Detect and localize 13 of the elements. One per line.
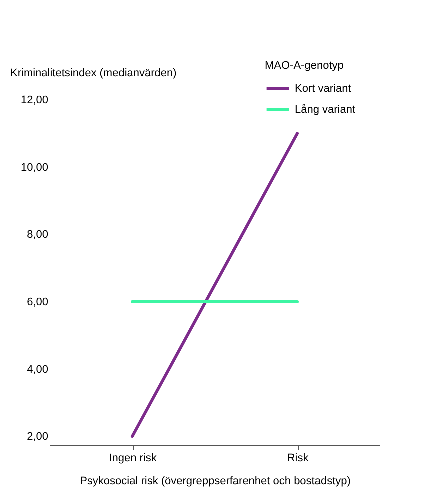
y-tick-label: 4,00 — [27, 364, 48, 376]
y-tick-label: 2,00 — [27, 431, 48, 444]
y-tick-label: 6,00 — [27, 296, 48, 308]
legend-label: Lång variant — [295, 104, 356, 116]
legend-title: MAO-A-genotyp — [265, 60, 344, 72]
x-tick-label: Ingen risk — [109, 452, 158, 464]
y-tick-label: 10,00 — [20, 162, 48, 174]
y-axis-title: Kriminalitetsindex (medianvärden) — [10, 68, 177, 80]
x-tick-label: Risk — [287, 452, 310, 464]
y-tick-label: 12,00 — [20, 94, 48, 106]
x-axis-title: Psykosocial risk (övergreppserfarenhet och bostadstyp) — [80, 476, 351, 488]
legend-label: Kort variant — [295, 83, 352, 95]
y-tick-label: 8,00 — [27, 229, 48, 242]
